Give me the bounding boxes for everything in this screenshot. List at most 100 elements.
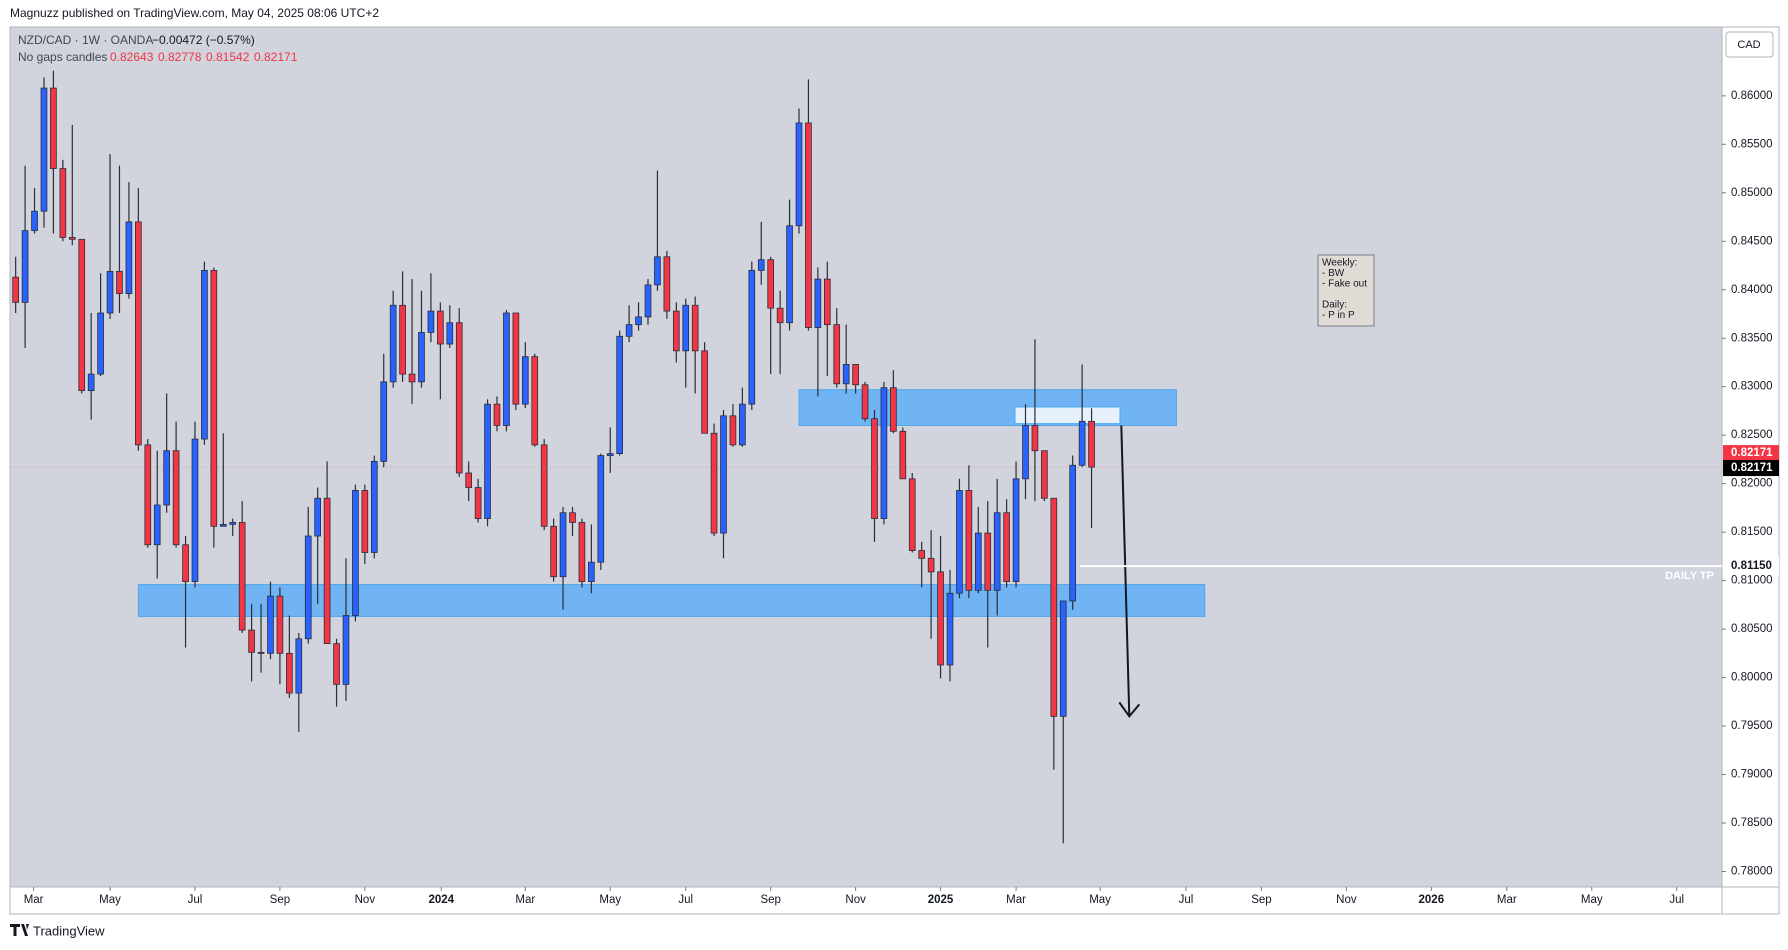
candle-body xyxy=(635,316,642,326)
candle-body xyxy=(323,497,331,645)
candle-body xyxy=(389,304,397,383)
candle-body xyxy=(304,535,312,640)
y-tick-label: 0.86000 xyxy=(1731,90,1773,102)
candle-body xyxy=(927,557,935,573)
candle-body xyxy=(267,595,274,654)
candle-body xyxy=(361,490,369,553)
candle-body xyxy=(814,278,822,328)
candle-body xyxy=(672,310,680,352)
candle-body xyxy=(78,238,86,391)
candle-body xyxy=(512,312,520,405)
x-tick-label: Mar xyxy=(1006,894,1026,906)
y-tick-label: 0.85500 xyxy=(1731,138,1773,150)
currency[interactable]: CAD xyxy=(1737,39,1760,51)
candle-body xyxy=(956,490,963,594)
change: −0.00472 (−0.57%) xyxy=(152,33,255,47)
candle-body xyxy=(1022,425,1029,480)
x-tick-label: May xyxy=(1581,894,1603,906)
plot-area xyxy=(10,27,1722,887)
candle-body xyxy=(106,270,114,314)
x-tick-label: 2025 xyxy=(928,894,954,906)
candle-body xyxy=(503,312,510,426)
candle-body xyxy=(172,450,180,546)
candle-body xyxy=(97,312,104,375)
x-tick-label: May xyxy=(99,894,121,906)
candle-body xyxy=(493,403,501,426)
zone xyxy=(137,583,1206,617)
currency-button[interactable] xyxy=(1725,31,1774,58)
y-tick-label: 0.82500 xyxy=(1731,429,1773,441)
x-tick-label: Jul xyxy=(1179,894,1194,906)
candle-body xyxy=(1088,420,1095,468)
candle-body xyxy=(1059,600,1067,717)
candle-body xyxy=(68,236,76,240)
candle-body xyxy=(899,430,907,480)
candle-body xyxy=(21,230,29,303)
candle-body xyxy=(937,571,944,666)
candle-body xyxy=(540,444,548,527)
candle-body xyxy=(757,259,765,271)
candle-body xyxy=(50,87,57,169)
candle-body xyxy=(135,221,142,446)
candle-body xyxy=(191,438,199,582)
candle-body xyxy=(446,322,454,345)
candle-body xyxy=(1041,450,1048,499)
candle-body xyxy=(852,364,859,386)
candle-body xyxy=(946,592,954,666)
legend-low: 0.81542 xyxy=(206,50,250,64)
candle-body xyxy=(286,652,293,694)
last-price-label: 0.82171 xyxy=(1731,462,1773,474)
candle-body xyxy=(795,122,803,227)
candle-body xyxy=(908,478,916,551)
note-line: - BW xyxy=(1322,268,1345,279)
x-tick-label: Mar xyxy=(1497,894,1517,906)
candle-body xyxy=(295,638,303,694)
candle-body xyxy=(654,256,661,286)
candle-body xyxy=(616,335,624,455)
candle-body xyxy=(219,523,227,527)
candle-body xyxy=(153,504,161,546)
candle-body xyxy=(1012,478,1020,582)
legend-open: 0.82643 xyxy=(110,50,154,64)
tp-text: DAILY TP xyxy=(1665,570,1714,582)
candle-body xyxy=(144,444,152,546)
candle-body xyxy=(1078,420,1086,466)
candle-body xyxy=(1069,464,1077,602)
candle-body xyxy=(474,487,482,519)
candle-body xyxy=(588,561,595,582)
x-tick-label: Nov xyxy=(355,894,376,906)
y-tick-label: 0.79500 xyxy=(1731,720,1773,732)
candle-body xyxy=(370,460,378,553)
candle-body xyxy=(484,403,491,519)
candle-body xyxy=(880,387,888,519)
x-tick-label: Sep xyxy=(270,894,290,906)
candle-body xyxy=(521,356,529,405)
candle-body xyxy=(427,310,435,333)
x-tick-label: Sep xyxy=(1251,894,1271,906)
brand-logo: TradingView xyxy=(10,923,105,938)
y-tick-label: 0.82000 xyxy=(1731,478,1773,490)
candle-body xyxy=(720,415,727,534)
candle-body xyxy=(663,256,671,312)
candle-body xyxy=(729,415,737,446)
y-tick-label: 0.78000 xyxy=(1731,866,1773,878)
y-tick-label: 0.84500 xyxy=(1731,235,1773,247)
x-tick-label: Mar xyxy=(24,894,44,906)
candle-body xyxy=(408,373,416,383)
candle-body xyxy=(437,310,444,345)
x-tick-label: 2024 xyxy=(429,894,455,906)
legend-close: 0.82171 xyxy=(254,50,298,64)
candle-body xyxy=(861,384,869,420)
candle-body xyxy=(767,259,775,309)
x-tick-label: Mar xyxy=(515,894,535,906)
candle-body xyxy=(871,418,878,519)
x-tick-label: 2026 xyxy=(1419,894,1445,906)
candle-body xyxy=(823,278,831,326)
candle-body xyxy=(201,269,208,440)
candle-body xyxy=(314,497,321,537)
last-price-box-red xyxy=(1723,445,1779,462)
published-line: Magnuzz published on TradingView.com, Ma… xyxy=(10,6,379,20)
symbol: NZD/CAD · 1W · OANDA xyxy=(18,33,153,47)
candle-body xyxy=(786,225,793,324)
